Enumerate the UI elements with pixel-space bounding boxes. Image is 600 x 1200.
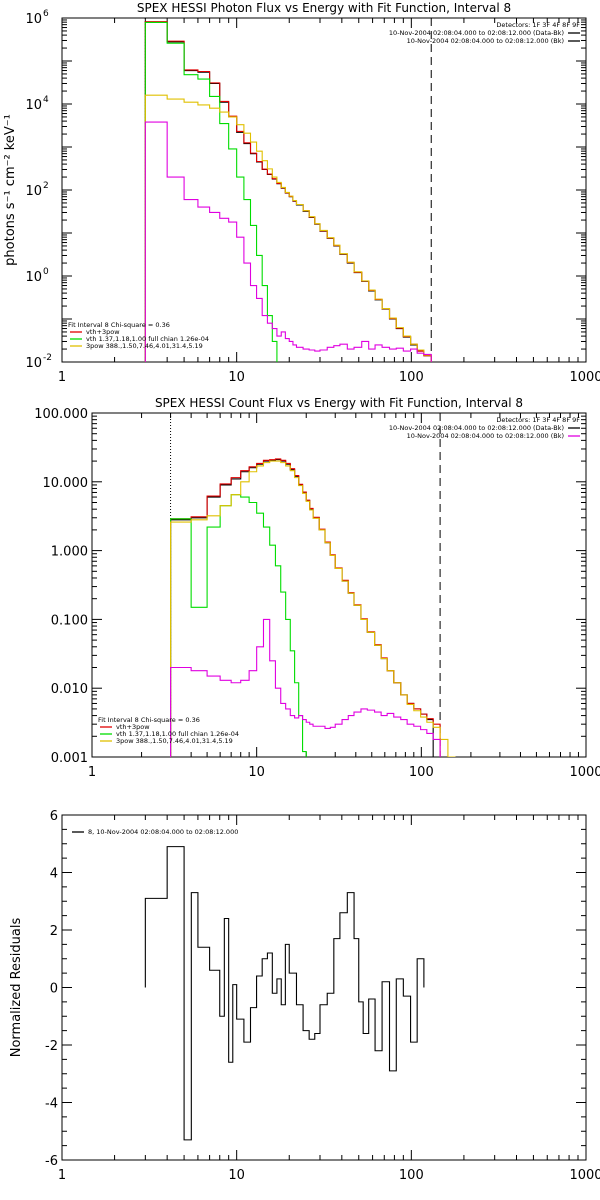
y-tick-label: 10.000 <box>43 476 89 491</box>
fit-line: vth 1.37,1.18,1.00 full chian 1.26e-04 <box>116 730 239 738</box>
x-tick-label: 10 <box>228 370 245 385</box>
chart-2: SPEX HESSI Count Flux vs Energy with Fit… <box>34 396 600 780</box>
chart-1: SPEX HESSI Photon Flux vs Energy with Fi… <box>3 1 600 385</box>
x-tick-label: 1000 <box>569 370 600 385</box>
chart-title: SPEX HESSI Count Flux vs Energy with Fit… <box>155 396 523 410</box>
legend: 8, 10-Nov-2004 02:08:04.000 to 02:08:12.… <box>72 828 238 836</box>
y-tick-label: 10 <box>25 184 42 199</box>
info-line: 10-Nov-2004 02:08:04.000 to 02:08:12.000… <box>389 424 564 432</box>
y-tick-label: 10 <box>25 98 42 113</box>
fit-legend: Fit Interval 8 Chi-square = 0.36vth+3pow… <box>98 716 239 745</box>
series-line-1 <box>144 846 425 1141</box>
series-line-3 <box>144 21 278 362</box>
x-tick-label: 1 <box>88 765 96 780</box>
fit-line: 3pow 388.,1.50,7.46,4.01,31.4,5.19 <box>116 737 233 745</box>
fit-line: vth+3pow <box>116 723 150 731</box>
fit-title: Fit Interval 8 Chi-square = 0.36 <box>98 716 200 724</box>
y-tick-exponent: 2 <box>43 181 49 191</box>
x-tick-label: 100 <box>399 1168 424 1183</box>
y-tick-label: 10 <box>25 12 42 27</box>
series-group <box>170 458 456 757</box>
y-tick-exponent: 4 <box>43 95 49 105</box>
x-tick-label: 1 <box>58 1168 66 1183</box>
y-tick-label: -2 <box>45 1039 58 1054</box>
y-axis-label: photons s⁻¹ cm⁻² keV⁻¹ <box>3 114 18 266</box>
x-tick-label: 100 <box>399 370 424 385</box>
chart-3: 1 10 100 1000 -6 -4 -2 0 2 4 6 Normalized Residuals… <box>9 809 600 1183</box>
y-tick-label: 6 <box>50 809 58 824</box>
y-tick-label: -4 <box>45 1097 58 1112</box>
series-group <box>144 21 432 362</box>
y-tick-label: 0.100 <box>51 613 88 628</box>
legend-label: 8, 10-Nov-2004 02:08:04.000 to 02:08:12.… <box>88 828 238 836</box>
y-tick-label: 10 <box>25 270 42 285</box>
series-line-4 <box>144 94 432 362</box>
x-tick-label: 1000 <box>569 1168 600 1183</box>
series-line-4 <box>170 460 456 757</box>
detectors-label: Detectors: 1F 3F 4F 8F 9F <box>496 416 580 424</box>
info-line: 10-Nov-2004 02:08:04.000 to 02:08:12.000… <box>407 37 564 45</box>
y-tick-exponent: 0 <box>43 267 49 277</box>
fit-title: Fit Interval 8 Chi-square = 0.36 <box>68 321 170 329</box>
plot-frame <box>91 412 587 758</box>
info-line: 10-Nov-2004 02:08:04.000 to 02:08:12.000… <box>407 432 564 440</box>
y-tick-label: 4 <box>50 867 58 882</box>
plot-frame <box>61 17 587 363</box>
y-tick-exponent: 6 <box>43 9 49 19</box>
fit-line: 3pow 388.,1.50,7.46,4.01,31.4,5.19 <box>86 342 203 350</box>
x-axis: 1 10 100 1000 <box>58 18 600 385</box>
fit-line: vth+3pow <box>86 328 120 336</box>
y-tick-label: 0 <box>50 982 58 997</box>
x-tick-label: 100 <box>409 765 434 780</box>
series-line-5 <box>170 618 441 757</box>
y-axis: -6 -4 -2 0 2 4 6 <box>45 809 586 1169</box>
x-tick-label: 1000 <box>569 765 600 780</box>
y-tick-label: 100.000 <box>34 407 88 422</box>
info-line: 10-Nov-2004 02:08:04.000 to 02:08:12.000… <box>389 29 564 37</box>
x-tick-label: 10 <box>228 1168 245 1183</box>
y-axis: 0.001 0.010 0.100 1.000 10.000 100.000 <box>34 407 586 766</box>
y-axis-label: Normalized Residuals <box>9 918 24 1058</box>
y-tick-label: 0.010 <box>51 682 88 697</box>
x-axis: 1 10 100 1000 <box>88 413 600 780</box>
fit-legend: Fit Interval 8 Chi-square = 0.36vth+3pow… <box>68 321 209 350</box>
series-group <box>144 846 425 1141</box>
y-tick-label: -6 <box>45 1154 58 1169</box>
series-line-3 <box>170 494 307 757</box>
x-tick-label: 10 <box>248 765 265 780</box>
series-line-5 <box>144 121 432 362</box>
x-tick-label: 1 <box>58 370 66 385</box>
chart-title: SPEX HESSI Photon Flux vs Energy with Fi… <box>137 1 511 15</box>
y-tick-label: 2 <box>50 924 58 939</box>
plot-frame <box>61 814 587 1161</box>
y-tick-label: 10 <box>25 356 42 371</box>
y-tick-label: 1.000 <box>51 545 88 560</box>
x-axis: 1 10 100 1000 <box>58 815 600 1183</box>
fit-line: vth 1.37,1.18,1.00 full chian 1.26e-04 <box>86 335 209 343</box>
y-tick-exponent: -2 <box>43 353 52 363</box>
detectors-label: Detectors: 1F 3F 4F 8F 9F <box>496 21 580 29</box>
y-tick-label: 0.001 <box>51 751 88 766</box>
